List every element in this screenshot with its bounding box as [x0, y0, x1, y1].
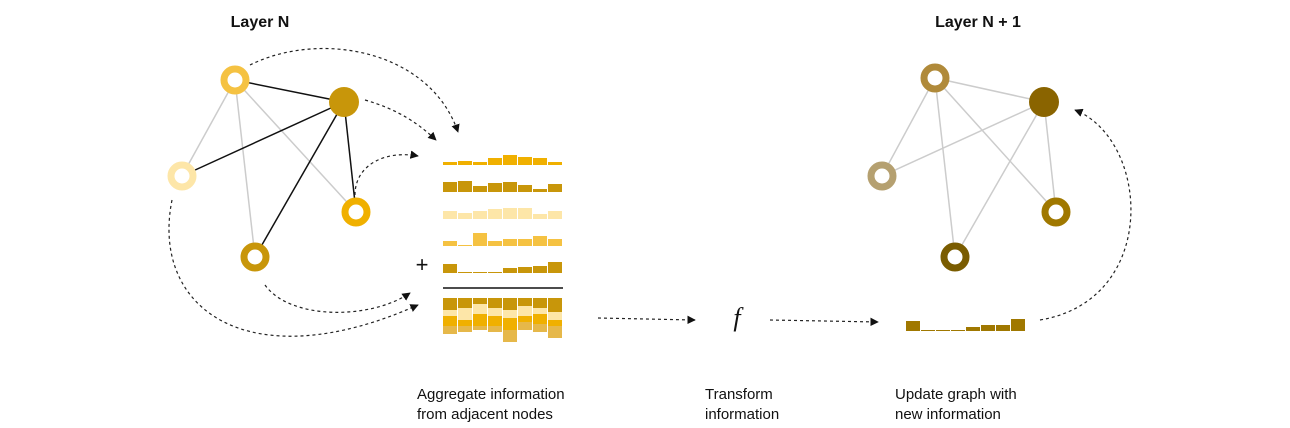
vector-cell — [503, 268, 517, 273]
vector-cell — [443, 298, 457, 310]
vector-cell — [518, 298, 532, 306]
vector-cell — [488, 158, 502, 165]
arrows — [168, 47, 1132, 337]
vector-cell — [488, 209, 502, 219]
layer-title: Layer N — [231, 14, 290, 31]
caption-line: Aggregate information — [417, 386, 565, 403]
vector-cell — [533, 266, 547, 273]
vector-cell — [458, 326, 472, 332]
vector-cell — [443, 316, 457, 326]
vector-cell — [533, 236, 547, 246]
caption-line: information — [705, 406, 779, 423]
vector-cell — [981, 325, 995, 331]
vector-cell — [443, 162, 457, 165]
vector-cell — [906, 321, 920, 331]
vector-cell — [443, 310, 457, 316]
vector-cell — [921, 330, 935, 331]
right-graph — [867, 63, 1071, 272]
vector-cell — [473, 298, 487, 304]
vector-cell — [518, 306, 532, 316]
vector-cell — [548, 298, 562, 312]
caption-line: Transform — [705, 386, 773, 403]
vector-cell — [503, 155, 517, 165]
vector-cell — [533, 324, 547, 332]
vector-cell — [443, 241, 457, 246]
vector-cell — [488, 298, 502, 308]
vector-cell — [548, 184, 562, 192]
vector-cell — [473, 211, 487, 219]
vector-cell — [443, 211, 457, 219]
vector-cell — [503, 330, 517, 342]
vector-cell — [936, 330, 950, 331]
layer-title: Layer N + 1 — [935, 14, 1021, 31]
vector-cell — [473, 304, 487, 314]
vector-cell — [548, 211, 562, 219]
vector-cell — [443, 326, 457, 334]
vector-cell — [951, 330, 965, 331]
vector-cell — [443, 182, 457, 192]
function-symbol: f — [733, 303, 744, 332]
vector-cell — [473, 272, 487, 273]
caption-line: from adjacent nodes — [417, 406, 553, 423]
vector-cell — [503, 182, 517, 192]
vector-cell — [473, 314, 487, 326]
vector-cell — [458, 320, 472, 326]
vector-cell — [458, 181, 472, 192]
vector-cell — [473, 326, 487, 330]
vector-cell — [518, 322, 532, 330]
vector-cell — [503, 310, 517, 318]
vector-cell — [458, 213, 472, 219]
vector-cell — [458, 161, 472, 165]
vector-cell — [548, 326, 562, 338]
vector-cell — [548, 239, 562, 246]
vector-cell — [473, 186, 487, 192]
vector-cell — [966, 327, 980, 331]
vector-cell — [533, 189, 547, 192]
vector-cell — [488, 316, 502, 326]
vector-cell — [533, 314, 547, 324]
vector-cell — [488, 326, 502, 332]
vector-cell — [548, 320, 562, 326]
vector-cell — [518, 157, 532, 165]
vector-cell — [473, 162, 487, 165]
vector-cell — [488, 272, 502, 273]
vector-cell — [458, 272, 472, 273]
vector-cell — [533, 158, 547, 165]
vector-cell — [548, 262, 562, 273]
vector-cell — [533, 308, 547, 314]
vector-cell — [488, 308, 502, 316]
vector-cell — [1011, 319, 1025, 331]
vector-cell — [503, 318, 517, 330]
vector-cell — [518, 208, 532, 219]
vector-cell — [518, 185, 532, 192]
vector-cell — [488, 183, 502, 192]
caption-line: new information — [895, 406, 1001, 423]
vector-cell — [503, 298, 517, 310]
vector-cell — [458, 308, 472, 320]
vector-cell — [518, 239, 532, 246]
feature-vectors — [443, 155, 1025, 342]
vector-cell — [548, 312, 562, 320]
vector-cell — [443, 264, 457, 273]
vector-cell — [503, 239, 517, 246]
left-graph — [167, 65, 371, 272]
vector-cell — [503, 208, 517, 219]
vector-cell — [458, 298, 472, 308]
vector-cell — [996, 325, 1010, 331]
vector-cell — [473, 233, 487, 246]
vector-cell — [518, 267, 532, 273]
vector-cell — [488, 241, 502, 246]
vector-cell — [548, 162, 562, 165]
plus-sign: + — [416, 252, 429, 277]
vector-cell — [533, 214, 547, 219]
vector-cell — [533, 298, 547, 308]
vector-cell — [518, 316, 532, 322]
vector-cell — [458, 245, 472, 246]
caption-line: Update graph with — [895, 386, 1017, 403]
